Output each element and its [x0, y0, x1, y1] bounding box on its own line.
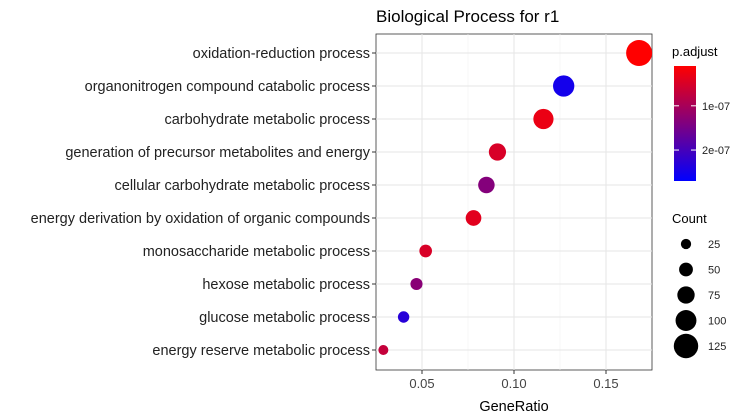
- size-legend-label: 100: [708, 316, 726, 328]
- x-axis-ticks: 0.05 0.10 0.15: [409, 370, 619, 391]
- x-tick-label: 0.10: [501, 376, 526, 391]
- size-legend-label: 125: [708, 341, 726, 353]
- data-point: [488, 143, 507, 161]
- y-axis-ticks: [372, 52, 376, 351]
- size-legend-dot: [680, 238, 692, 250]
- color-legend-bar: [674, 66, 696, 181]
- data-point: [626, 40, 653, 66]
- y-tick-label: hexose metabolic process: [202, 277, 370, 293]
- size-legend-label: 50: [708, 265, 720, 277]
- data-point: [378, 345, 389, 355]
- color-legend-ticks: 1e-07 2e-07: [674, 101, 730, 157]
- size-legend-label: 25: [708, 239, 720, 251]
- y-tick-label: organonitrogen compound catabolic proces…: [85, 79, 370, 95]
- y-tick-label: energy reserve metabolic process: [152, 343, 370, 359]
- y-tick-label: energy derivation by oxidation of organi…: [31, 211, 370, 227]
- size-legend-title: Count: [672, 211, 707, 226]
- size-legend-dot: [679, 262, 693, 277]
- chart-title: Biological Process for r1: [376, 7, 559, 26]
- x-tick-label: 0.15: [593, 376, 618, 391]
- data-points: [378, 40, 653, 355]
- data-point: [465, 210, 482, 226]
- size-legend: Count 25 50 75 100 125: [672, 211, 726, 359]
- y-tick-label: monosaccharide metabolic process: [143, 244, 370, 260]
- color-legend-label: 2e-07: [702, 145, 730, 157]
- plot-panel: [375, 33, 653, 371]
- size-legend-dot: [675, 310, 697, 331]
- size-legend-dot: [677, 286, 695, 304]
- y-tick-label: carbohydrate metabolic process: [164, 112, 370, 128]
- color-legend: p.adjust 1e-07 2e-07: [672, 44, 730, 181]
- size-legend-dot: [673, 333, 699, 359]
- x-axis-title: GeneRatio: [479, 399, 548, 415]
- data-point: [533, 108, 554, 130]
- data-point: [478, 176, 495, 194]
- data-point: [553, 75, 575, 97]
- size-legend-items: 25 50 75 100 125: [673, 238, 726, 359]
- data-point: [419, 244, 433, 258]
- color-legend-title: p.adjust: [672, 44, 718, 59]
- x-tick-label: 0.05: [409, 376, 434, 391]
- data-point: [410, 277, 423, 291]
- size-legend-label: 75: [708, 290, 720, 302]
- y-tick-label: glucose metabolic process: [199, 310, 370, 326]
- data-point: [397, 311, 410, 323]
- y-tick-label: oxidation-reduction process: [193, 46, 370, 62]
- color-legend-label: 1e-07: [702, 101, 730, 113]
- y-tick-label: cellular carbohydrate metabolic process: [115, 178, 371, 194]
- y-axis-labels: oxidation-reduction process organonitroge…: [31, 46, 371, 359]
- y-tick-label: generation of precursor metabolites and …: [65, 145, 370, 161]
